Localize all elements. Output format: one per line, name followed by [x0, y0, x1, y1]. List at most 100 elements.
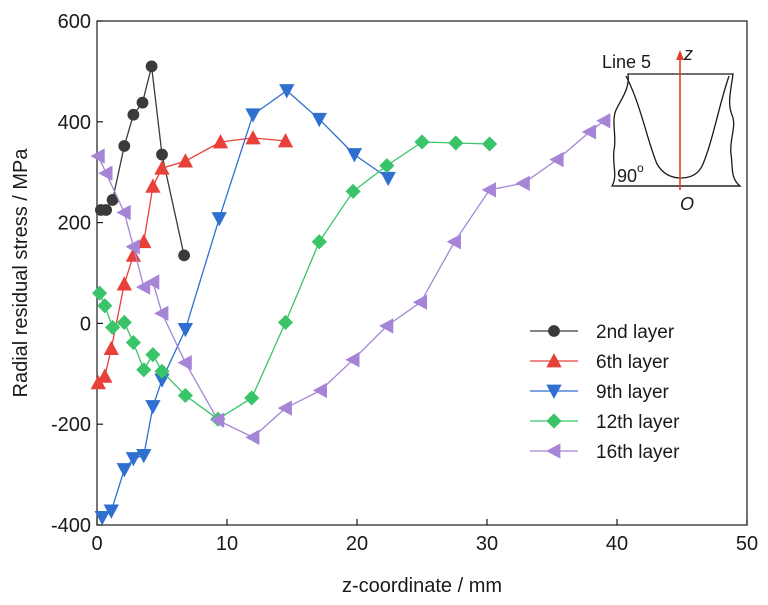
data-point — [127, 108, 140, 121]
inset-angle-unit: o — [637, 161, 644, 175]
y-tick-label: 0 — [80, 313, 91, 335]
inset-axis-label: z — [683, 44, 693, 64]
data-point — [98, 165, 113, 181]
data-point — [136, 233, 152, 249]
legend-marker — [546, 384, 562, 399]
legend-marker — [546, 353, 562, 368]
legend-label: 2nd layer — [596, 322, 675, 343]
data-point — [94, 511, 110, 526]
x-tick-label: 10 — [216, 533, 238, 555]
data-point — [154, 160, 170, 175]
x-tick-label: 0 — [91, 533, 102, 555]
data-point — [210, 412, 225, 428]
data-point — [446, 234, 461, 250]
x-tick-label: 30 — [476, 533, 498, 555]
data-point — [145, 347, 161, 363]
y-axis-label: Radial residual stress / MPa — [10, 148, 32, 398]
axes: 0 10 20 30 40 50 -400 -200 0 200 400 600 — [51, 11, 758, 555]
legend: 2nd layer 6th layer 9th layer 12th layer 16t… — [530, 322, 680, 463]
data-point — [90, 148, 105, 164]
inset-inner-profile — [625, 75, 730, 179]
legend-item: 6th layer — [530, 352, 670, 373]
data-point — [178, 249, 191, 262]
series-6th-layer — [90, 130, 294, 390]
data-point — [312, 382, 328, 399]
data-point — [279, 84, 295, 99]
data-point — [116, 463, 132, 478]
data-point — [92, 285, 108, 301]
series-line — [97, 120, 605, 439]
data-point — [482, 136, 498, 152]
legend-label: 16th layer — [596, 442, 680, 463]
data-point — [135, 279, 151, 295]
data-point — [277, 133, 294, 148]
series-9th-layer — [94, 84, 396, 526]
legend-label: 12th layer — [596, 412, 680, 433]
data-point — [345, 352, 360, 368]
data-point — [311, 234, 327, 250]
legend-item: 9th layer — [530, 382, 670, 403]
data-point — [105, 319, 121, 335]
data-point — [125, 452, 142, 467]
data-point — [97, 298, 113, 314]
data-point — [136, 449, 152, 464]
data-point — [311, 112, 327, 128]
data-point — [177, 387, 193, 404]
legend-label: 9th layer — [596, 382, 670, 403]
data-point — [596, 113, 611, 129]
y-tick-label: -400 — [51, 515, 91, 537]
data-point — [346, 148, 363, 163]
data-point — [154, 305, 169, 321]
legend-item: 12th layer — [530, 412, 680, 433]
y-tick-label: 200 — [58, 213, 91, 235]
data-point — [412, 294, 428, 310]
legend-label: 6th layer — [596, 352, 670, 373]
data-point — [379, 318, 394, 334]
y-tick-label: 600 — [58, 11, 91, 33]
legend-marker — [546, 443, 561, 459]
data-point — [136, 96, 149, 109]
data-point — [244, 390, 260, 406]
legend-marker — [546, 413, 562, 429]
series-line — [97, 137, 286, 384]
data-point — [125, 334, 141, 351]
data-point — [145, 274, 160, 290]
y-tick-label: 400 — [58, 112, 91, 134]
data-point — [481, 182, 497, 198]
data-point — [212, 134, 229, 149]
inset-schematic: Line 5 z 90 o O — [602, 44, 742, 214]
data-point — [125, 239, 140, 255]
data-point — [414, 134, 430, 150]
data-point — [277, 314, 294, 330]
series-layer — [90, 60, 611, 526]
data-point — [177, 355, 192, 371]
data-point — [103, 504, 119, 519]
data-point — [581, 124, 597, 140]
data-point — [97, 368, 113, 383]
x-tick-label: 20 — [346, 533, 368, 555]
legend-marker — [548, 325, 560, 337]
x-tick-label: 50 — [736, 533, 758, 555]
data-point — [345, 183, 361, 199]
data-point — [156, 148, 168, 161]
inset-origin-label: O — [680, 194, 694, 214]
data-point — [118, 140, 131, 152]
series-2nd-layer — [95, 60, 191, 262]
data-point — [154, 363, 170, 379]
data-point — [211, 212, 227, 227]
data-point — [549, 151, 564, 168]
data-point — [145, 60, 158, 73]
data-point — [103, 340, 119, 356]
data-point — [379, 158, 395, 174]
data-point — [116, 276, 132, 291]
y-tick-label: -200 — [51, 414, 91, 436]
legend-item: 2nd layer — [530, 322, 675, 343]
inset-z-arrowhead-icon — [676, 50, 684, 60]
x-axis-label: z-coordinate / mm — [342, 575, 502, 597]
data-point — [245, 429, 260, 445]
data-point — [177, 323, 194, 338]
data-point — [515, 175, 530, 191]
legend-item: 16th layer — [530, 442, 680, 463]
data-point — [245, 108, 261, 123]
